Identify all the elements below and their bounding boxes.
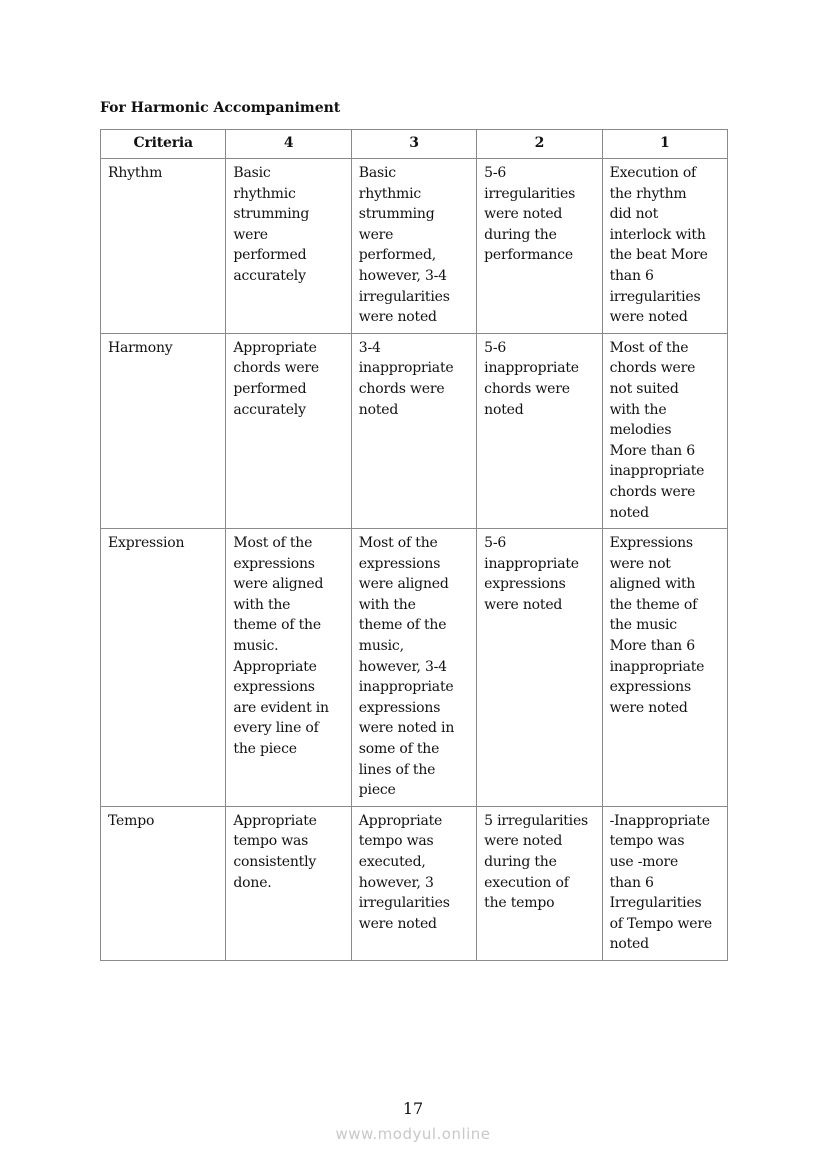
score-2-cell: 5-6 irregularities were noted during the… [476, 158, 603, 334]
watermark: www.modyul.online [335, 1125, 491, 1143]
table-row-harmony: Harmony Appropriate chords were performe… [99, 332, 728, 530]
table-row-rhythm: Rhythm Basic rhythmic strumming were per… [99, 158, 728, 334]
score-4-cell: Appropriate tempo was consistently done. [225, 805, 352, 961]
criteria-cell: Rhythm [99, 158, 227, 334]
criteria-cell: Expression [99, 528, 227, 807]
score-1-cell: Expressions were not aligned with the th… [601, 528, 728, 807]
rubric-table: Criteria 4 3 2 1 Rhythm Basic rhythmic s… [99, 129, 728, 961]
score-3-cell: Basic rhythmic strumming were performed,… [350, 158, 478, 334]
section-heading: For Harmonic Accompaniment [100, 100, 341, 116]
score-3-cell: 3-4 inappropriate chords were noted [350, 332, 478, 530]
table-row-expression: Expression Most of the expressions were … [99, 528, 728, 807]
score-4-cell: Most of the expressions were aligned wit… [225, 528, 352, 807]
score-2-cell: 5-6 inappropriate expressions were noted [476, 528, 603, 807]
score-3-cell: Appropriate tempo was executed, however,… [350, 805, 478, 961]
header-criteria: Criteria [99, 129, 227, 159]
score-2-cell: 5-6 inappropriate chords were noted [476, 332, 603, 530]
score-1-cell: -Inappropriate tempo was use -more than … [601, 805, 728, 961]
table-row-tempo: Tempo Appropriate tempo was consistently… [99, 805, 728, 961]
page-number: 17 [402, 1099, 424, 1118]
header-score-4: 4 [225, 129, 352, 159]
criteria-cell: Tempo [99, 805, 227, 961]
score-1-cell: Most of the chords were not suited with … [601, 332, 728, 530]
header-score-3: 3 [350, 129, 478, 159]
score-1-cell: Execution of the rhythm did not interloc… [601, 158, 728, 334]
score-2-cell: 5 irregularities were noted during the e… [476, 805, 603, 961]
criteria-cell: Harmony [99, 332, 227, 530]
score-4-cell: Basic rhythmic strumming were performed … [225, 158, 352, 334]
score-3-cell: Most of the expressions were aligned wit… [350, 528, 478, 807]
header-row: Criteria 4 3 2 1 [99, 129, 728, 159]
header-score-1: 1 [601, 129, 728, 159]
header-score-2: 2 [476, 129, 603, 159]
score-4-cell: Appropriate chords were performed accura… [225, 332, 352, 530]
